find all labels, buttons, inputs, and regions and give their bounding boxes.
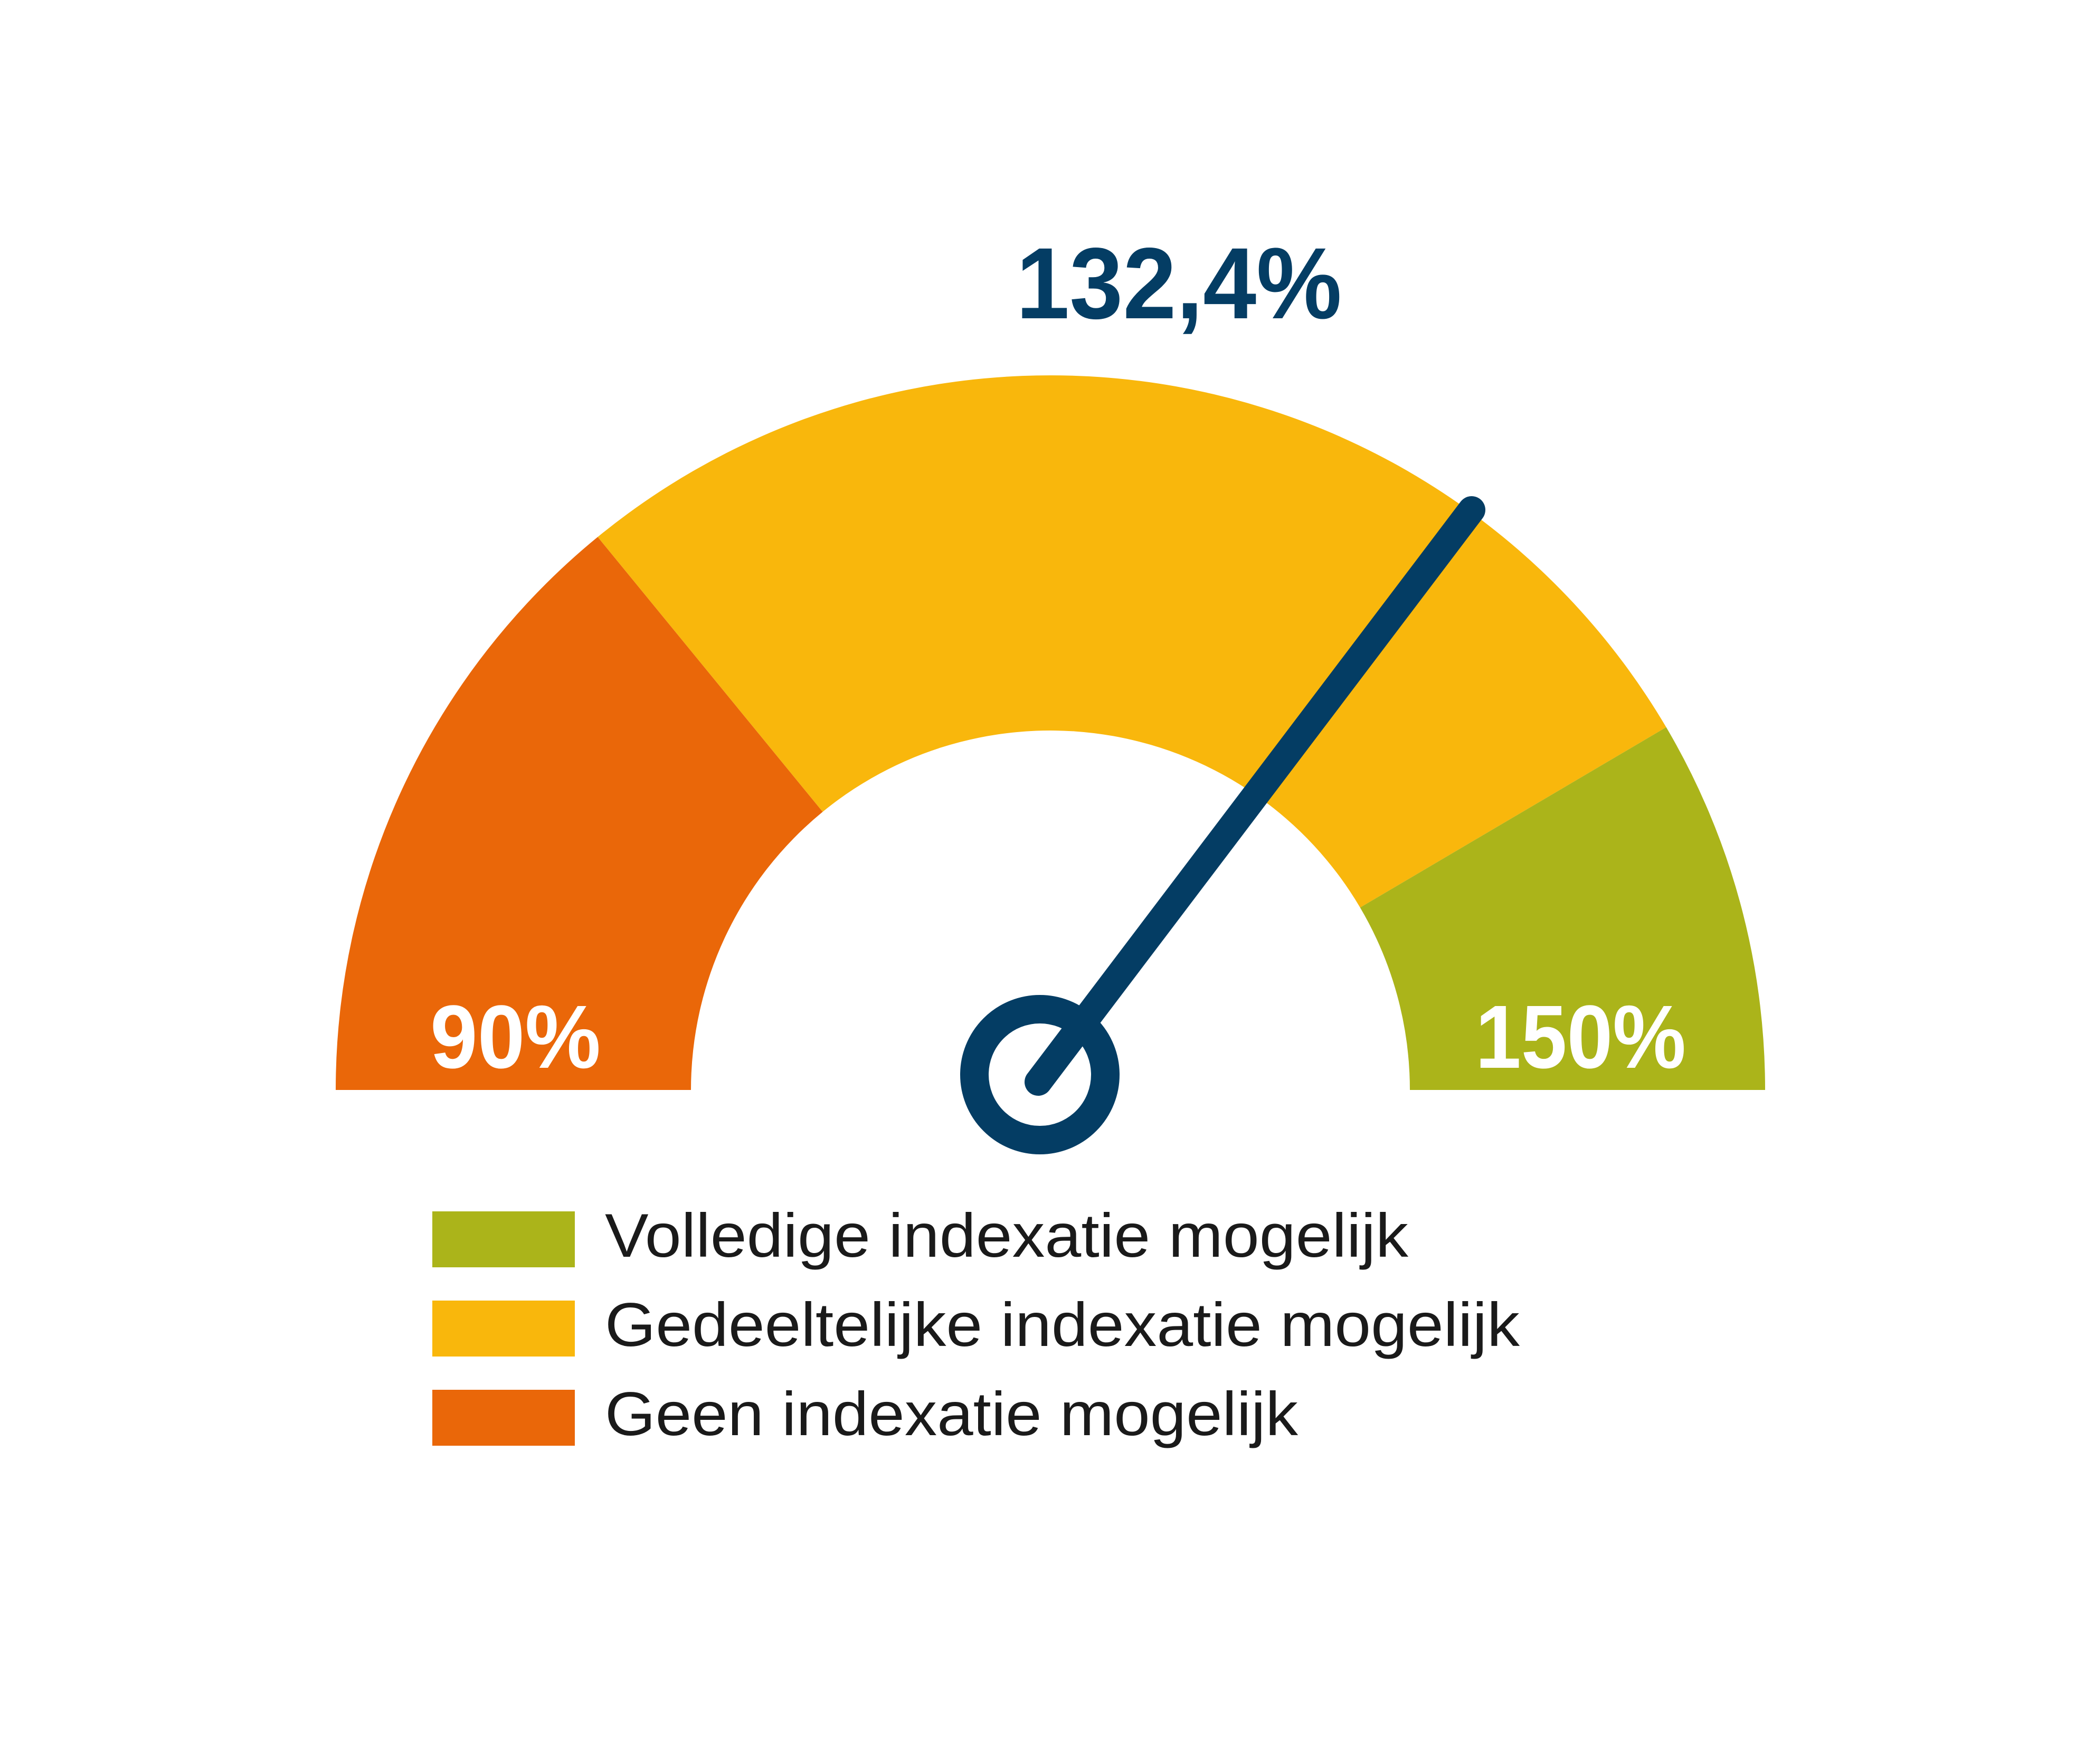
gauge-segment-volledige-indexatie xyxy=(1360,727,1765,1090)
legend-swatch-yellow xyxy=(432,1301,575,1357)
needle-pointer-icon xyxy=(1025,496,1485,1096)
legend-label: Gedeeltelijke indexatie mogelijk xyxy=(605,1290,1520,1359)
needle-hub-icon xyxy=(960,995,1120,1154)
gauge-max-label: 150% xyxy=(1475,987,1686,1087)
gauge-min-label: 90% xyxy=(430,987,601,1087)
legend-item: Volledige indexatie mogelijk xyxy=(432,1201,1409,1270)
legend-label: Volledige indexatie mogelijk xyxy=(605,1201,1409,1270)
legend-swatch-green xyxy=(432,1211,575,1267)
legend-swatch-orange xyxy=(432,1390,575,1446)
legend: Volledige indexatie mogelijk Gedeeltelij… xyxy=(432,1201,1520,1448)
gauge-segment-geen-indexatie xyxy=(336,537,823,1090)
gauge-segment-gedeeltelijke-indexatie xyxy=(598,375,1666,908)
legend-item: Gedeeltelijke indexatie mogelijk xyxy=(432,1290,1520,1359)
legend-label: Geen indexatie mogelijk xyxy=(605,1379,1299,1448)
gauge-arc xyxy=(336,375,1765,1090)
legend-item: Geen indexatie mogelijk xyxy=(432,1379,1299,1448)
gauge-value-label: 132,4% xyxy=(1016,226,1342,340)
gauge-needle xyxy=(960,496,1485,1154)
